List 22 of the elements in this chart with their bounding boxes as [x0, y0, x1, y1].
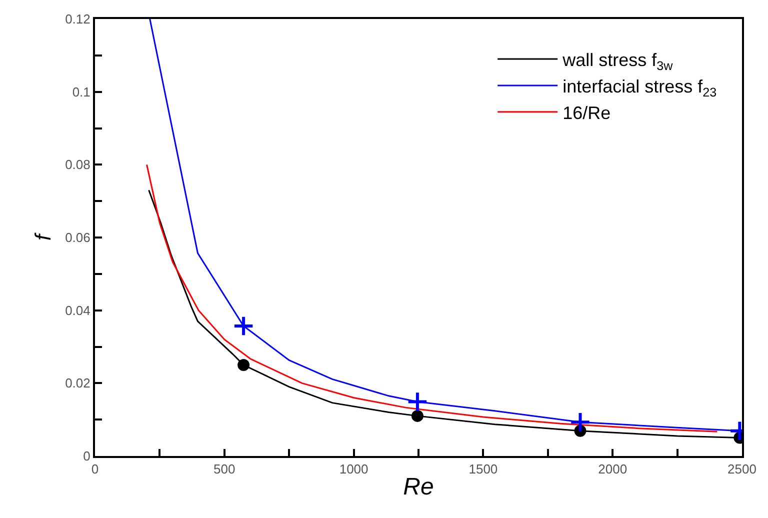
y-tick-label: 0.02: [65, 376, 90, 391]
point: [238, 358, 250, 371]
y-tick-label: 0.08: [65, 157, 90, 172]
legend-label: 16/Re: [562, 102, 611, 123]
y-tick-label: 0.06: [65, 230, 90, 246]
y-axis-title: f: [30, 232, 56, 241]
x-tick-label: 2000: [598, 462, 628, 477]
y-tick-label: 0: [83, 448, 90, 464]
point: [570, 412, 591, 433]
y-tick-label: 0.12: [65, 12, 90, 27]
x-tick-label: 2500: [728, 462, 756, 477]
x-axis-title: Re: [403, 473, 434, 500]
point: [406, 391, 428, 412]
y-tick-label: 0.04: [65, 302, 90, 318]
point: [232, 315, 254, 337]
x-tick-label: 1000: [339, 462, 368, 477]
x-tick-label: 1500: [468, 462, 498, 477]
y-tick-label: 0.1: [72, 84, 90, 100]
point: [411, 410, 424, 422]
legend-label: interfacial stress f$_{23}$: [562, 76, 717, 100]
legend-label: wall stress f$_{3w}$: [562, 50, 674, 73]
x-tick-label: 500: [214, 462, 236, 477]
